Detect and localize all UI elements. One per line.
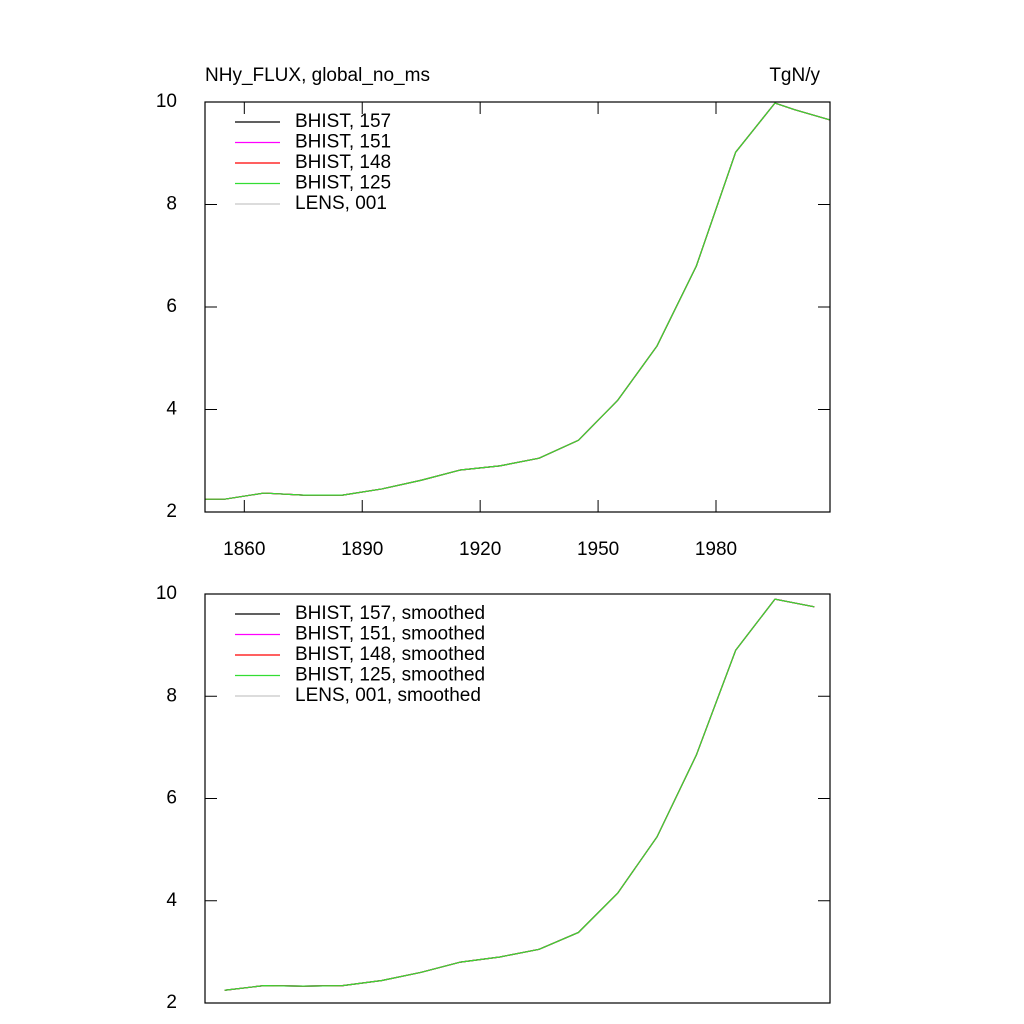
y-tick-label: 4 — [166, 890, 177, 911]
legend-label: BHIST, 125 — [295, 173, 391, 194]
y-tick-label: 8 — [166, 194, 177, 215]
legend-label: BHIST, 125, smoothed — [295, 665, 485, 686]
x-tick-label: 1890 — [341, 539, 383, 560]
y-tick-label: 10 — [156, 583, 177, 604]
y-tick-label: 2 — [166, 992, 177, 1013]
legend-label: BHIST, 148 — [295, 152, 391, 173]
x-tick-label: 1920 — [459, 539, 501, 560]
chart-title: NHy_FLUX, global_no_ms — [205, 65, 430, 86]
legend-label: BHIST, 151, smoothed — [295, 624, 485, 645]
plot-frame — [204, 101, 831, 513]
series-line — [224, 598, 815, 991]
y-tick-label: 10 — [156, 91, 177, 112]
units-label: TgN/y — [769, 65, 820, 86]
legend-label: BHIST, 151 — [295, 132, 391, 153]
legend-label: LENS, 001, smoothed — [295, 685, 481, 706]
y-tick-label: 8 — [166, 685, 177, 706]
series-line — [205, 102, 831, 500]
x-tick-label: 1980 — [695, 539, 737, 560]
x-tick-label: 1860 — [223, 539, 265, 560]
legend-label: BHIST, 148, smoothed — [295, 644, 485, 665]
x-tick-label: 1950 — [577, 539, 619, 560]
y-tick-label: 6 — [166, 788, 177, 809]
y-tick-label: 6 — [166, 296, 177, 317]
legend-label: BHIST, 157, smoothed — [295, 603, 485, 624]
y-tick-label: 2 — [166, 501, 177, 522]
y-tick-label: 4 — [166, 399, 177, 420]
legend-label: BHIST, 157 — [295, 111, 391, 132]
legend-label: LENS, 001 — [295, 193, 387, 214]
plot-frame — [204, 593, 831, 1004]
